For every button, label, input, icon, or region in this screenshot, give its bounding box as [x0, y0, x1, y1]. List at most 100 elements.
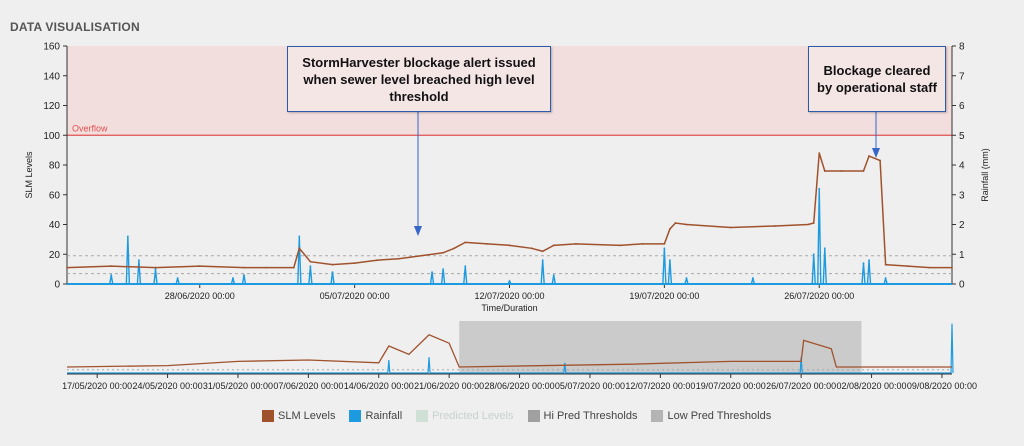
navigator-slm-series — [66, 334, 952, 368]
slm-point — [298, 247, 301, 250]
blockage-alert-annotation: StormHarvester blockage alert issued whe… — [287, 46, 551, 112]
slm-point — [453, 247, 456, 250]
rainfall-point — [552, 274, 555, 276]
navigator-x-tick-label: 19/07/2020 00:00 — [696, 381, 766, 391]
slm-point — [868, 155, 870, 157]
cleared-arrow-head — [872, 148, 880, 158]
navigator-x-tick-label: 05/07/2020 00:00 — [555, 381, 625, 391]
y2-tick-label: 8 — [959, 42, 965, 53]
x-tick-label: 12/07/2020 00:00 — [474, 291, 544, 301]
slm-point — [729, 226, 732, 229]
y2-tick-label: 3 — [959, 190, 965, 201]
navigator-x-tick-label: 09/08/2020 00:00 — [907, 381, 977, 391]
slm-point — [420, 254, 422, 257]
rainfall-point — [309, 265, 312, 268]
slm-point — [574, 242, 577, 245]
legend-item-slm-levels[interactable]: SLM Levels — [262, 410, 335, 422]
navigator-x-tick-label: 14/06/2020 00:00 — [344, 381, 414, 391]
rainfall-point — [331, 271, 334, 273]
y-tick-label: 100 — [43, 131, 60, 142]
rainfall-point — [823, 247, 826, 250]
y2-tick-label: 5 — [959, 131, 965, 142]
x-tick-label: 26/07/2020 00:00 — [784, 291, 854, 301]
slm-point — [309, 260, 312, 263]
slm-point — [774, 225, 776, 227]
x-tick-label: 05/07/2020 00:00 — [320, 291, 390, 301]
x-tick-label: 28/06/2020 00:00 — [165, 291, 235, 301]
rainfall-point — [298, 235, 301, 238]
slm-point — [552, 244, 555, 247]
legend-item-rainfall[interactable]: Rainfall — [349, 410, 402, 422]
rainfall-point — [751, 277, 754, 279]
slm-point — [807, 223, 810, 226]
slm-point — [862, 170, 865, 172]
slm-point — [619, 244, 622, 247]
x-axis-title: Time/Duration — [481, 303, 537, 313]
rainfall-point — [243, 274, 245, 276]
slm-point — [884, 263, 887, 266]
legend-item-hi-pred-thresholds[interactable]: Hi Pred Thresholds — [527, 410, 638, 422]
slm-point — [154, 266, 157, 269]
navigator-selection-window — [459, 321, 862, 374]
rainfall-point — [232, 277, 234, 279]
slm-point — [674, 222, 677, 224]
rainfall-point — [176, 277, 179, 279]
navigator-x-tick-label: 28/06/2020 00:00 — [485, 381, 555, 391]
navigator-x-tick-label: 21/06/2020 00:00 — [414, 381, 484, 391]
y-tick-label: 80 — [49, 161, 61, 172]
navigator-rainfall-series — [67, 323, 954, 374]
slm-point — [812, 222, 815, 224]
legend-swatch — [527, 410, 540, 422]
slm-point — [906, 265, 909, 268]
rainfall-point — [110, 274, 113, 276]
slm-point — [66, 266, 68, 269]
slm-point — [530, 247, 533, 250]
slm-point — [641, 242, 644, 245]
x-tick-label: 19/07/2020 00:00 — [629, 291, 699, 301]
rainfall-point — [464, 265, 467, 268]
slm-point — [442, 251, 445, 254]
y2-tick-label: 1 — [959, 250, 965, 261]
legend-item-low-pred-thresholds[interactable]: Low Pred Thresholds — [651, 410, 771, 422]
rainfall-point — [818, 187, 821, 190]
slm-point — [198, 265, 201, 268]
y-tick-label: 120 — [43, 101, 60, 112]
navigator-x-tick-label: 12/07/2020 00:00 — [625, 381, 695, 391]
navigator-x-tick-label: 24/05/2020 00:00 — [133, 381, 203, 391]
y2-tick-label: 7 — [959, 71, 965, 82]
rainfall-point — [663, 247, 666, 250]
legend-item-predicted-levels[interactable]: Predicted Levels — [416, 410, 514, 422]
y2-tick-label: 6 — [959, 101, 965, 112]
navigator-x-tick-label: 17/05/2020 00:00 — [62, 381, 132, 391]
alert-arrow-head — [414, 226, 422, 236]
y2-tick-label: 0 — [959, 280, 965, 291]
y-tick-label: 40 — [49, 220, 61, 231]
legend-label: Low Pred Thresholds — [667, 410, 772, 422]
slm-point — [879, 159, 881, 162]
slm-point — [243, 266, 245, 269]
rainfall-point — [812, 253, 815, 256]
slm-point — [464, 241, 467, 244]
y-tick-label: 0 — [54, 280, 60, 291]
y-tick-label: 140 — [43, 71, 60, 82]
legend-swatch — [349, 410, 362, 422]
slm-point — [669, 228, 671, 230]
legend-label: Hi Pred Thresholds — [543, 410, 638, 422]
navigator-chart[interactable]: 17/05/2020 00:00 24/05/2020 00:00 31/05/20… — [0, 0, 1024, 406]
slm-point — [110, 265, 113, 268]
rainfall-point — [126, 235, 129, 238]
slm-point — [265, 266, 268, 269]
slm-point — [353, 262, 356, 265]
navigator-x-tick-label: 02/08/2020 00:00 — [837, 381, 907, 391]
rainfall-point — [508, 280, 511, 282]
rainfall-point — [431, 271, 433, 273]
y-tick-label: 160 — [43, 42, 60, 53]
y2-axis-title: Rainfall (mm) — [980, 148, 990, 202]
slm-point — [508, 244, 511, 247]
slm-point — [823, 170, 826, 172]
y-tick-label: 20 — [49, 250, 61, 261]
rainfall-point — [154, 268, 157, 271]
chart-legend: SLM Levels Rainfall Predicted Levels Hi Pre… — [262, 410, 771, 422]
slm-point — [928, 266, 931, 269]
blockage-cleared-annotation: Blockage cleared by operational staff — [808, 46, 946, 112]
